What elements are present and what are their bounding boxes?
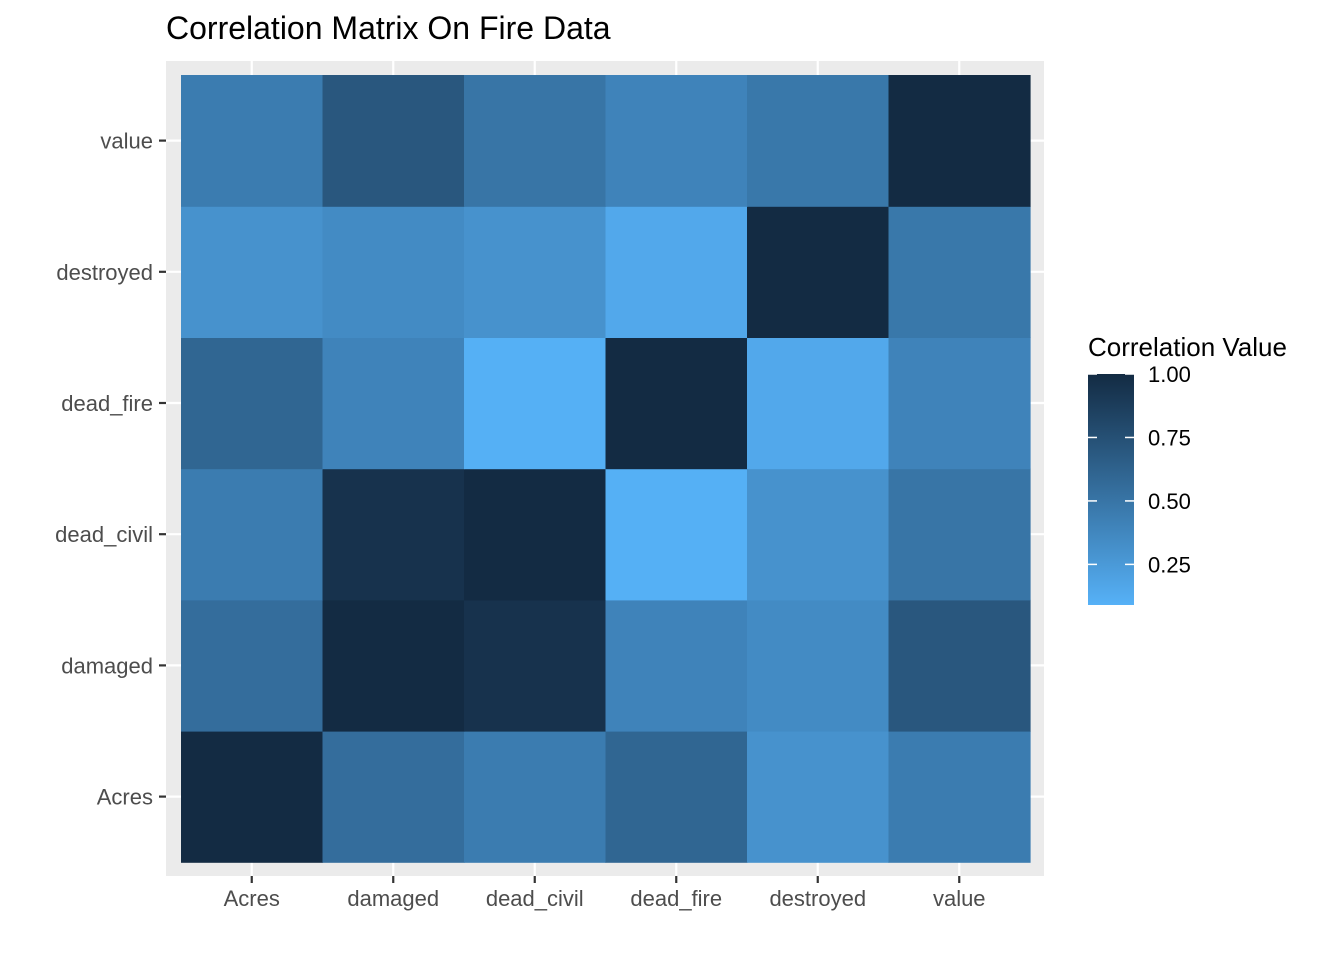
heatmap-cell bbox=[322, 599, 465, 732]
heatmap-cell bbox=[888, 731, 1031, 863]
heatmap-cell bbox=[464, 731, 607, 863]
heatmap-cell bbox=[605, 468, 748, 601]
heatmap-cell bbox=[181, 337, 324, 470]
heatmap-cell bbox=[747, 337, 890, 470]
y-tick-label: value bbox=[100, 129, 153, 154]
heatmap-cell bbox=[888, 75, 1031, 207]
heatmap-cell bbox=[605, 731, 748, 863]
heatmap-cell bbox=[747, 206, 890, 338]
x-tick-label: value bbox=[933, 886, 986, 911]
heatmap-cell bbox=[322, 337, 465, 470]
heatmap-cell bbox=[181, 468, 324, 601]
heatmap-cell bbox=[464, 599, 607, 732]
heatmap-cell bbox=[322, 731, 465, 863]
heatmap-cell bbox=[747, 468, 890, 601]
heatmap-cell bbox=[888, 468, 1031, 601]
y-tick-label: Acres bbox=[97, 785, 153, 810]
legend-label: 0.25 bbox=[1148, 552, 1191, 577]
heatmap-cell bbox=[322, 206, 465, 338]
heatmap-cell bbox=[464, 206, 607, 338]
legend: Correlation Value 1.00 0.75 0.50 0.25 bbox=[1088, 332, 1287, 605]
heatmap-cell bbox=[464, 468, 607, 601]
heatmap-cell bbox=[747, 75, 890, 207]
legend-colorbar bbox=[1088, 374, 1134, 605]
heatmap-cell bbox=[605, 75, 748, 207]
x-tick-label: destroyed bbox=[769, 886, 866, 911]
heatmap-cell bbox=[181, 75, 324, 207]
x-tick-label: dead_civil bbox=[486, 886, 584, 911]
heatmap-cell bbox=[888, 599, 1031, 732]
heatmap-cell bbox=[888, 337, 1031, 470]
y-tick-label: dead_fire bbox=[61, 391, 153, 416]
chart-title: Correlation Matrix On Fire Data bbox=[166, 10, 611, 46]
x-tick-label: Acres bbox=[224, 886, 280, 911]
legend-label: 0.75 bbox=[1148, 425, 1191, 450]
heatmap-cell bbox=[747, 731, 890, 863]
heatmap-cell bbox=[747, 599, 890, 732]
legend-label: 1.00 bbox=[1148, 362, 1191, 387]
y-tick-label: destroyed bbox=[56, 260, 153, 285]
heatmap-cell bbox=[322, 75, 465, 207]
y-tick-label: dead_civil bbox=[55, 522, 153, 547]
plot-panel bbox=[166, 61, 1044, 876]
legend-title: Correlation Value bbox=[1088, 332, 1287, 362]
y-tick-label: damaged bbox=[61, 653, 153, 678]
heatmap-cell bbox=[605, 599, 748, 732]
y-axis: Acres damaged dead_civil dead_fire destroyed… bbox=[55, 129, 166, 810]
heatmap-cell bbox=[322, 468, 465, 601]
heatmap-cell bbox=[888, 206, 1031, 338]
heatmap-cell bbox=[181, 206, 324, 338]
heatmap-cell bbox=[464, 337, 607, 470]
x-tick-label: dead_fire bbox=[630, 886, 722, 911]
x-tick-label: damaged bbox=[347, 886, 439, 911]
x-axis: Acres damaged dead_civil dead_fire destroyed… bbox=[224, 876, 986, 911]
heatmap-cell bbox=[181, 731, 324, 863]
legend-label: 0.50 bbox=[1148, 489, 1191, 514]
heatmap-cell bbox=[605, 206, 748, 338]
heatmap-cell bbox=[464, 75, 607, 207]
heatmap-cell bbox=[605, 337, 748, 470]
heatmap-cell bbox=[181, 599, 324, 732]
